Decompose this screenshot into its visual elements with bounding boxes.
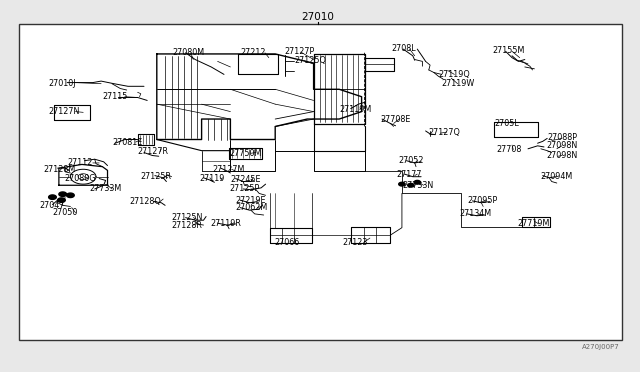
Text: 27125N: 27125N [172, 213, 203, 222]
Text: 27098N: 27098N [546, 151, 577, 160]
Polygon shape [49, 195, 56, 199]
Text: 27127R: 27127R [138, 147, 168, 156]
Text: 27212: 27212 [240, 48, 266, 57]
Text: 27127M: 27127M [212, 165, 245, 174]
Text: 27733N: 27733N [402, 181, 433, 190]
Text: 27119: 27119 [200, 174, 225, 183]
Polygon shape [59, 192, 67, 196]
Polygon shape [408, 183, 414, 187]
Text: 27094M: 27094M [541, 172, 573, 181]
Text: 27128M: 27128M [44, 165, 76, 174]
Text: 27134M: 27134M [460, 209, 492, 218]
Text: 27066: 27066 [274, 238, 299, 247]
Text: 27708: 27708 [496, 145, 522, 154]
Text: 27080M: 27080M [173, 48, 205, 57]
Text: 27155M: 27155M [493, 46, 525, 55]
Text: 27708E: 27708E [381, 115, 411, 124]
Text: 27123: 27123 [342, 238, 368, 247]
Text: 27127P: 27127P [285, 47, 315, 56]
Text: 27119R: 27119R [210, 219, 241, 228]
Text: 27010: 27010 [301, 12, 335, 22]
Text: 27125P: 27125P [229, 185, 259, 193]
Text: 27750M: 27750M [229, 149, 262, 158]
Text: 27128Q: 27128Q [129, 197, 161, 206]
Polygon shape [67, 193, 74, 198]
Text: 27052: 27052 [398, 156, 424, 165]
Polygon shape [414, 180, 420, 184]
Text: 27080G: 27080G [64, 174, 95, 183]
Text: 27219E: 27219E [236, 196, 266, 205]
Text: 2705L: 2705L [494, 119, 519, 128]
Text: 27047: 27047 [40, 201, 65, 210]
Polygon shape [58, 198, 65, 202]
Text: 27088P: 27088P [547, 133, 577, 142]
Bar [19, 24, 622, 340]
Text: 27127Q: 27127Q [429, 128, 461, 137]
Text: 27119Q: 27119Q [438, 70, 470, 79]
Text: 27050: 27050 [52, 208, 78, 217]
Text: 27719M: 27719M [517, 219, 550, 228]
Text: 27112: 27112 [67, 158, 93, 167]
Text: 27127N: 27127N [48, 107, 79, 116]
Text: 27119M: 27119M [339, 105, 371, 114]
Text: 27245E: 27245E [230, 175, 261, 184]
Text: 27115: 27115 [102, 92, 128, 101]
Text: 27125Q: 27125Q [294, 56, 326, 65]
Text: 2708L: 2708L [392, 44, 416, 53]
Text: 27128R: 27128R [172, 221, 202, 230]
Text: 27177: 27177 [397, 170, 422, 179]
Text: 27095P: 27095P [467, 196, 497, 205]
Text: A270J00P7: A270J00P7 [582, 344, 620, 350]
Polygon shape [399, 182, 405, 186]
Text: 27125R: 27125R [141, 172, 172, 181]
Text: 27733M: 27733M [90, 185, 122, 193]
Text: 27062M: 27062M [236, 203, 268, 212]
Text: 27081E: 27081E [112, 138, 142, 147]
Text: 27119W: 27119W [442, 79, 475, 88]
Text: 27010J: 27010J [48, 79, 76, 88]
Text: 27098N: 27098N [546, 141, 577, 150]
